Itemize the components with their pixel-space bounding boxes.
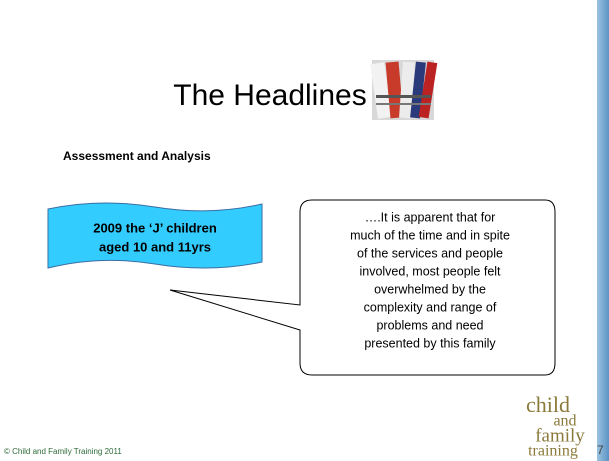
logo-word: family [535, 425, 585, 446]
side-strip [597, 0, 609, 461]
subheading: Assessment and Analysis [63, 149, 211, 163]
logo-word: training [528, 443, 578, 460]
newspaper-image [370, 60, 438, 120]
callout-line: complexity and range of [364, 300, 497, 314]
slide-number: 7 [597, 443, 604, 457]
banner-line: aged 10 and 11yrs [99, 239, 211, 254]
callout-line: of the services and people [357, 246, 503, 260]
banner-shape [47, 202, 263, 269]
callout-line: presented by this family [364, 336, 496, 350]
banner-line: 2009 the ‘J’ children [93, 220, 217, 235]
callout-line: ….It is apparent that for [365, 210, 496, 224]
logo-word: and [553, 413, 576, 430]
footer: © Child and Family Training 2011 [4, 447, 122, 456]
callout-line: overwhelmed by the [374, 282, 486, 296]
callout-line: problems and need [376, 318, 483, 332]
logo-word: child [526, 392, 570, 417]
callout-line: much of the time and in spite [350, 228, 510, 242]
callout-bubble [169, 199, 556, 376]
callout-line: involved, most people felt [359, 264, 501, 278]
banner-text: 2009 the ‘J’ children aged 10 and 11yrs [93, 220, 217, 254]
callout-text: ….It is apparent that for much of the tim… [350, 210, 510, 350]
slide-title: The Headlines [173, 79, 366, 112]
